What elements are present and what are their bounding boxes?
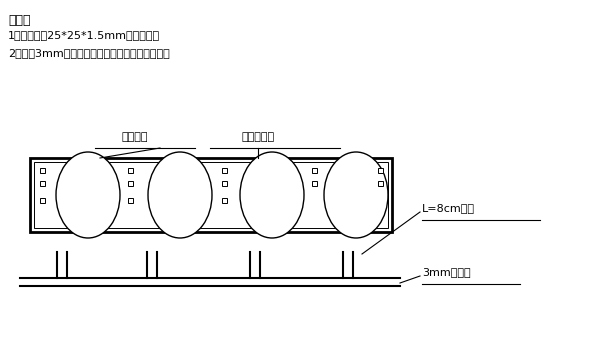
Bar — [40, 181, 44, 185]
Text: 3mm厚钢板: 3mm厚钢板 — [422, 267, 471, 277]
Text: L=8cm套管: L=8cm套管 — [422, 203, 475, 213]
Bar — [378, 181, 382, 185]
Ellipse shape — [324, 152, 388, 238]
Bar — [34, 162, 388, 228]
Bar — [127, 167, 133, 173]
Bar — [127, 181, 133, 185]
Text: 钢筋定位孔: 钢筋定位孔 — [241, 132, 274, 142]
Bar — [221, 181, 227, 185]
Bar — [378, 167, 382, 173]
Bar — [30, 158, 392, 232]
Ellipse shape — [56, 152, 120, 238]
Bar — [40, 197, 44, 203]
Ellipse shape — [148, 152, 212, 238]
Text: 2、采用3mm厚铁板，截面尺寸同预制构件一致。: 2、采用3mm厚铁板，截面尺寸同预制构件一致。 — [8, 48, 170, 58]
Bar — [312, 181, 316, 185]
Bar — [221, 167, 227, 173]
Bar — [127, 197, 133, 203]
Text: 砼浇筑孔: 砼浇筑孔 — [122, 132, 148, 142]
Bar — [40, 167, 44, 173]
Text: 说明：: 说明： — [8, 14, 31, 27]
Bar — [221, 197, 227, 203]
Text: 1、外框采用25*25*1.5mm方钢焊接。: 1、外框采用25*25*1.5mm方钢焊接。 — [8, 30, 160, 40]
Bar — [312, 167, 316, 173]
Ellipse shape — [240, 152, 304, 238]
